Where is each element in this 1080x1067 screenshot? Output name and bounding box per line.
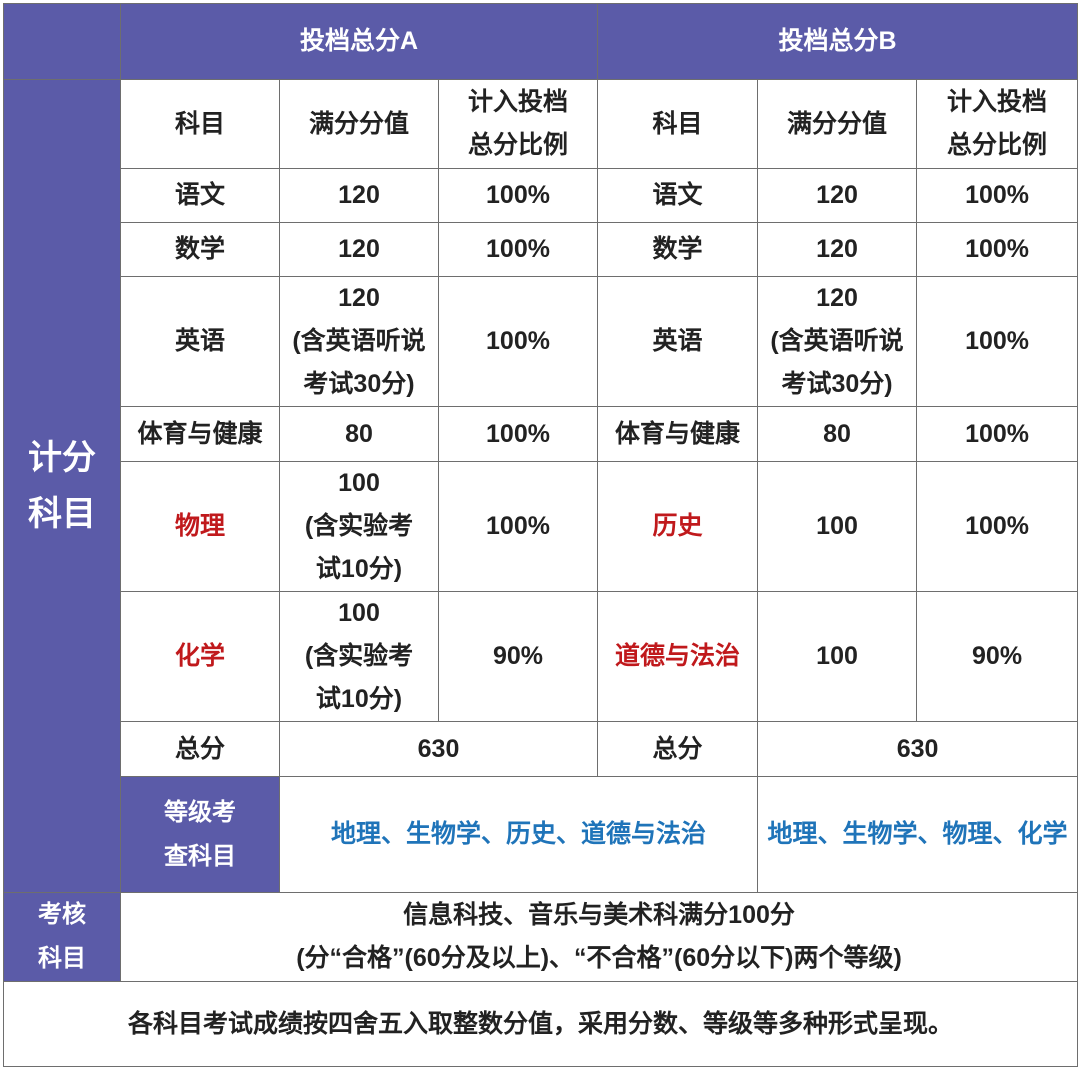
subject-b: 英语 xyxy=(597,276,759,407)
table-row: 语文 120 100% 语文 120 100% xyxy=(4,168,1079,223)
score-b: 80 xyxy=(757,406,918,462)
grade-subjects-b: 地理、生物学、物理、化学 xyxy=(757,776,1079,893)
score-b: 120 xyxy=(757,222,918,277)
col-ratio-a: 计入投档 总分比例 xyxy=(437,79,599,169)
header-a: 投档总分A xyxy=(119,3,599,80)
grade-subjects-a: 地理、生物学、历史、道德与法治 xyxy=(278,776,759,893)
col-full-score-a: 满分分值 xyxy=(279,79,439,169)
ratio-b: 100% xyxy=(916,222,1079,277)
score-a: 120 xyxy=(279,222,439,277)
score-a: 100 (含实验考 试10分) xyxy=(279,591,439,722)
col-subject-a: 科目 xyxy=(120,79,280,169)
subject-a: 体育与健康 xyxy=(120,406,280,462)
grade-row: 等级考 查科目 地理、生物学、历史、道德与法治 地理、生物学、物理、化学 xyxy=(4,776,1079,893)
table-row: 数学 120 100% 数学 120 100% xyxy=(4,222,1079,277)
score-b: 120 (含英语听说 考试30分) xyxy=(757,276,918,407)
table-row: 体育与健康 80 100% 体育与健康 80 100% xyxy=(4,406,1079,462)
ratio-a: 100% xyxy=(437,461,599,592)
subject-a: 数学 xyxy=(120,222,280,277)
ratio-b: 100% xyxy=(916,461,1079,592)
score-a: 120 xyxy=(279,168,439,223)
grade-subjects-label: 等级考 查科目 xyxy=(120,776,280,893)
subject-b: 数学 xyxy=(597,222,759,277)
corner-cell xyxy=(3,3,121,80)
score-a: 80 xyxy=(279,406,439,462)
ratio-b: 100% xyxy=(916,406,1079,462)
col-ratio-b: 计入投档 总分比例 xyxy=(916,79,1079,169)
ratio-b: 90% xyxy=(916,591,1079,722)
score-a: 100 (含实验考 试10分) xyxy=(279,461,439,592)
total-label-b: 总分 xyxy=(597,721,759,777)
subject-b: 语文 xyxy=(597,168,759,223)
score-b: 120 xyxy=(757,168,918,223)
total-label-a: 总分 xyxy=(120,721,280,777)
score-b: 100 xyxy=(757,461,918,592)
subject-a: 化学 xyxy=(120,591,280,722)
assess-subjects-label: 考核 科目 xyxy=(3,892,121,982)
table-row: 英语 120 (含英语听说 考试30分) 100% 英语 120 (含英语听说 … xyxy=(4,276,1079,407)
total-b: 630 xyxy=(757,721,1079,777)
ratio-b: 100% xyxy=(916,168,1079,223)
ratio-b: 100% xyxy=(916,276,1079,407)
total-a: 630 xyxy=(278,721,599,777)
col-full-score-b: 满分分值 xyxy=(757,79,918,169)
ratio-a: 90% xyxy=(437,591,599,722)
subject-b: 体育与健康 xyxy=(597,406,759,462)
scoring-subjects-label: 计分 科目 xyxy=(3,79,121,893)
table-row: 化学 100 (含实验考 试10分) 90% 道德与法治 100 90% xyxy=(4,591,1079,722)
header-b: 投档总分B xyxy=(597,3,1079,80)
score-b: 100 xyxy=(757,591,918,722)
ratio-a: 100% xyxy=(437,406,599,462)
ratio-a: 100% xyxy=(437,276,599,407)
footer-row: 各科目考试成绩按四舍五入取整数分值，采用分数、等级等多种形式呈现。 xyxy=(2,981,1079,1067)
subject-b: 历史 xyxy=(597,461,759,592)
ratio-a: 100% xyxy=(437,168,599,223)
score-a: 120 (含英语听说 考试30分) xyxy=(279,276,439,407)
assess-row: 考核 科目 信息科技、音乐与美术科满分100分 (分“合格”(60分及以上)、“… xyxy=(3,892,1079,982)
subject-a: 语文 xyxy=(120,168,280,223)
table-row: 物理 100 (含实验考 试10分) 100% 历史 100 100% xyxy=(4,461,1079,592)
subject-b: 道德与法治 xyxy=(597,591,759,722)
footer-note: 各科目考试成绩按四舍五入取整数分值，采用分数、等级等多种形式呈现。 xyxy=(2,981,1079,1067)
header-row: 投档总分A 投档总分B xyxy=(3,3,1079,80)
subject-a: 物理 xyxy=(120,461,280,592)
column-header-row: 计分 科目 科目 满分分值 计入投档 总分比例 科目 满分分值 计入投档 总分比… xyxy=(3,79,1079,893)
total-row: 总分 630 总分 630 xyxy=(4,721,1079,777)
subject-a: 英语 xyxy=(120,276,280,407)
assess-description: 信息科技、音乐与美术科满分100分 (分“合格”(60分及以上)、“不合格”(6… xyxy=(119,892,1079,982)
ratio-a: 100% xyxy=(437,222,599,277)
col-subject-b: 科目 xyxy=(597,79,759,169)
score-table: 投档总分A 投档总分B 计分 科目 科目 满分分值 计入投档 总分比例 科目 满… xyxy=(2,3,1079,1067)
